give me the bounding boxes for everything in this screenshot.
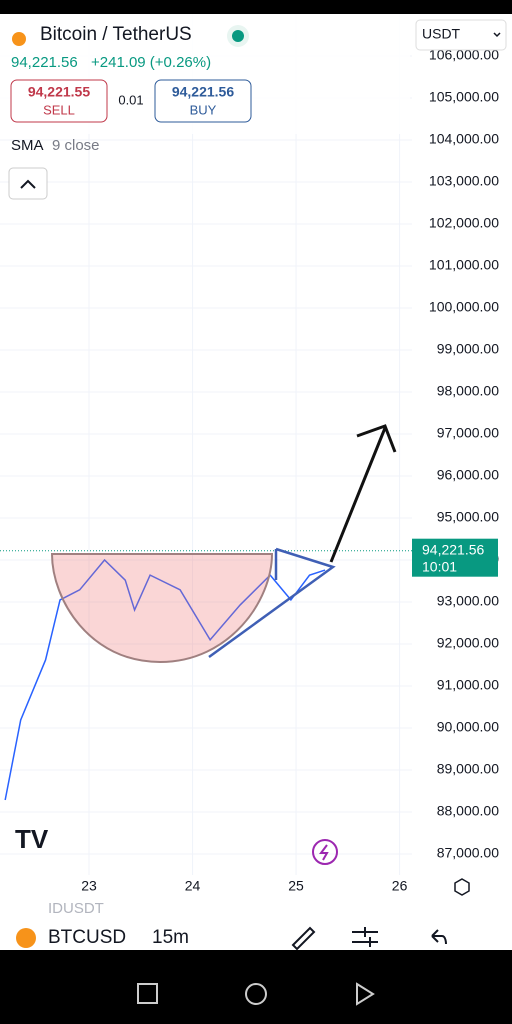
currency-label: USDT	[422, 26, 461, 42]
arrow-drawing	[329, 424, 397, 563]
last-price: 94,221.56	[11, 54, 78, 71]
sell-price: 94,221.55	[28, 84, 90, 100]
symbol[interactable]: BTCUSD	[48, 927, 126, 948]
x-tick-label: 25	[288, 878, 304, 894]
y-tick-label: 101,000.00	[429, 257, 499, 273]
nav-bar	[0, 950, 512, 1024]
btc-icon	[12, 32, 26, 46]
last-price-box	[412, 538, 498, 577]
cup-drawing	[50, 553, 274, 664]
y-tick-label: 92,000.00	[437, 635, 499, 651]
y-tick-label: 90,000.00	[437, 719, 499, 735]
last-price-label: 94,221.56	[422, 541, 484, 557]
x-tick-label: 26	[392, 878, 408, 894]
bottom-toolbar	[0, 898, 512, 950]
y-tick-label: 95,000.00	[437, 509, 499, 525]
buy-button[interactable]	[154, 79, 252, 123]
chevron-up	[20, 179, 36, 189]
indicator-name: SMA	[11, 137, 44, 154]
y-tick-label: 87,000.00	[437, 845, 499, 861]
status-bar	[0, 0, 512, 14]
x-tick-label: 24	[185, 878, 201, 894]
tv-logo: TV	[15, 824, 49, 854]
indicators-button[interactable]	[352, 927, 378, 947]
draw-button[interactable]	[291, 926, 316, 951]
y-tick-label: 103,000.00	[429, 173, 499, 189]
y-tick-label: 104,000.00	[429, 131, 499, 147]
interval[interactable]: 15m	[152, 927, 189, 948]
y-tick-label: 97,000.00	[437, 425, 499, 441]
triangle-drawing	[208, 547, 336, 659]
lightning-icon	[319, 844, 329, 861]
y-tick-label: 105,000.00	[429, 89, 499, 105]
chevron	[493, 32, 501, 38]
back-button[interactable]	[356, 982, 375, 1006]
y-tick-label: 88,000.00	[437, 803, 499, 819]
last-time-label: 10:01	[422, 558, 457, 574]
home-button[interactable]	[245, 983, 267, 1005]
undo-button[interactable]	[431, 929, 447, 945]
lightning-button[interactable]	[312, 839, 338, 865]
y-tick-label: 100,000.00	[429, 299, 499, 315]
market-status-dot	[232, 30, 244, 42]
chart: 23 24 25 26 87,000.00 88,000.00 89,000.00 90,00…	[0, 14, 499, 894]
symbol-partial: IDUSDT	[48, 900, 104, 917]
y-tick-label: 93,000.00	[437, 593, 499, 609]
y-tick-label: 91,000.00	[437, 677, 499, 693]
symbol-title: Bitcoin / TetherUS	[40, 24, 192, 45]
sell-button[interactable]	[10, 79, 108, 123]
buy-label: BUY	[190, 102, 217, 117]
sell-label: SELL	[43, 102, 75, 117]
y-tick-label: 98,000.00	[437, 383, 499, 399]
y-tick-label: 96,000.00	[437, 467, 499, 483]
y-tick-label: 102,000.00	[429, 215, 499, 231]
settings-button[interactable]	[454, 878, 470, 896]
y-tick-label: 99,000.00	[437, 341, 499, 357]
currency-select[interactable]	[415, 19, 507, 51]
y-tick-label: 89,000.00	[437, 761, 499, 777]
price-change: +241.09 (+0.26%)	[91, 54, 211, 71]
y-tick-label: 106,000.00	[429, 47, 499, 63]
recents-button[interactable]	[137, 983, 158, 1004]
indicator-params: 9 close	[52, 137, 100, 154]
buy-price: 94,221.56	[172, 84, 234, 100]
x-tick-label: 23	[81, 878, 97, 894]
price-line	[4, 558, 326, 801]
spread: 0.01	[118, 92, 143, 107]
btc-icon	[16, 928, 36, 948]
collapse-button[interactable]	[8, 167, 48, 200]
